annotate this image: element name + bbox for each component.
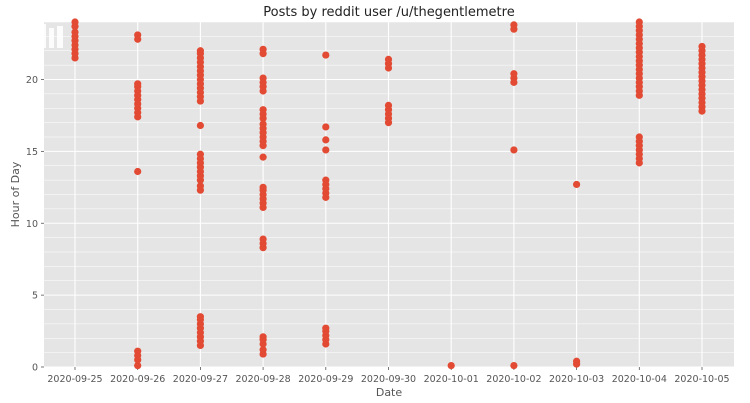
x-tick-label: 2020-09-26 [110,374,165,385]
x-tick-label: 2020-09-28 [235,374,290,385]
data-point [134,167,142,176]
y-axis-label: Hour of Day [9,161,22,227]
data-point [134,31,142,39]
data-point [510,146,518,154]
y-tick-label: 10 [26,219,38,230]
data-point [71,28,79,36]
data-point [510,21,518,29]
data-point [322,136,330,144]
x-axis-label: Date [376,386,403,399]
y-tick-label: 0 [32,363,38,374]
data-point [322,51,330,59]
data-point [322,176,330,184]
x-axis-ticks: 2020-09-25 2020-09-26 2020-09-27 2020-09-28… [47,367,730,385]
data-point [322,123,330,131]
x-tick-label: 2020-10-01 [424,374,479,385]
x-tick-label: 2020-09-29 [298,374,353,385]
x-tick-label: 2020-10-02 [486,374,541,385]
data-point [196,121,204,130]
data-point [134,80,142,88]
x-tick-label: 2020-09-30 [361,374,416,385]
data-point [196,150,204,158]
data-point [259,183,267,191]
data-point [71,18,79,26]
data-point [259,153,267,161]
data-point [510,361,518,370]
data-point [259,120,267,128]
data-point [134,361,142,370]
x-tick-label: 2020-09-27 [173,374,228,385]
data-point [322,146,330,154]
x-tick-label: 2020-10-04 [612,374,667,385]
x-tick-label: 2020-10-05 [674,374,729,385]
x-tick-label: 2020-09-25 [47,374,102,385]
data-point [259,45,267,53]
data-point [259,235,267,243]
data-point [573,357,581,365]
data-points [71,18,706,370]
data-point [635,133,643,141]
data-point [573,180,581,189]
data-point [259,74,267,82]
data-point [447,361,455,370]
data-point [322,324,330,332]
data-point [384,101,393,109]
y-axis-ticks: 0 5 10 15 20 [26,75,44,374]
x-tick-label: 2020-10-03 [549,374,604,385]
data-point [259,106,267,114]
data-point [259,346,267,354]
chart-title: Posts by reddit user /u/thegentlemetre [263,5,514,20]
y-tick-label: 5 [32,291,38,302]
data-point [134,347,142,355]
data-point [196,313,204,321]
watermark-logo [5,24,63,49]
y-tick-label: 20 [26,75,38,86]
data-point [698,42,706,51]
data-point [384,55,393,63]
y-tick-label: 15 [26,147,38,158]
data-point [196,47,204,55]
data-point [259,333,267,341]
data-point [196,182,204,190]
data-point [510,70,518,78]
data-point [635,18,643,26]
